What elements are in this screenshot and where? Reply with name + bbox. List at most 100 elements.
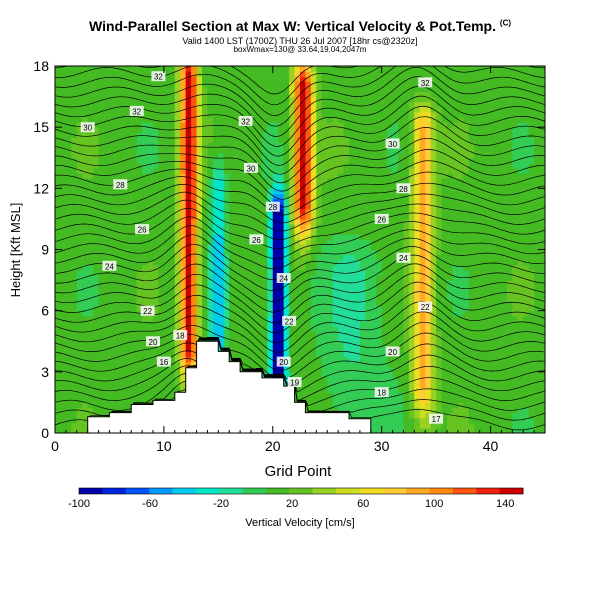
field-cell bbox=[300, 173, 307, 179]
field-cell bbox=[327, 208, 334, 215]
field-cell bbox=[109, 305, 116, 312]
field-cell bbox=[349, 173, 356, 179]
field-cell bbox=[403, 91, 410, 98]
field-cell bbox=[289, 76, 296, 82]
field-cell bbox=[327, 71, 334, 77]
field-cell bbox=[245, 183, 252, 189]
field-cell bbox=[180, 269, 187, 276]
field-cell bbox=[163, 346, 170, 353]
field-cell bbox=[272, 310, 279, 317]
field-cell bbox=[381, 122, 388, 128]
field-cell bbox=[376, 427, 383, 433]
field-cell bbox=[272, 167, 279, 174]
field-cell bbox=[316, 392, 323, 398]
field-cell bbox=[71, 152, 78, 159]
field-cell bbox=[403, 229, 410, 235]
field-cell bbox=[316, 173, 323, 179]
field-cell bbox=[267, 331, 274, 337]
field-cell bbox=[131, 239, 138, 246]
field-cell bbox=[240, 188, 247, 195]
field-cell bbox=[174, 269, 181, 276]
field-cell bbox=[327, 127, 334, 133]
field-cell bbox=[158, 224, 165, 230]
field-cell bbox=[338, 351, 345, 358]
field-cell bbox=[387, 274, 394, 281]
field-cell bbox=[76, 101, 83, 108]
field-cell bbox=[370, 407, 377, 414]
field-cell bbox=[381, 76, 388, 82]
field-cell bbox=[185, 269, 192, 276]
field-cell bbox=[98, 76, 105, 82]
field-cell bbox=[261, 157, 268, 164]
field-cell bbox=[414, 71, 421, 77]
field-cell bbox=[398, 71, 405, 77]
field-cell bbox=[267, 361, 274, 368]
field-cell bbox=[109, 167, 116, 174]
field-cell bbox=[261, 310, 268, 317]
field-cell bbox=[381, 351, 388, 358]
field-cell bbox=[114, 366, 121, 373]
field-cell bbox=[245, 325, 252, 332]
field-cell bbox=[153, 376, 160, 383]
field-cell bbox=[245, 300, 252, 307]
field-cell bbox=[163, 76, 170, 82]
field-cell bbox=[343, 295, 350, 302]
field-cell bbox=[321, 224, 328, 230]
field-cell bbox=[158, 387, 165, 393]
field-cell bbox=[212, 157, 219, 164]
field-cell bbox=[381, 417, 388, 424]
field-cell bbox=[392, 208, 399, 215]
field-cell bbox=[104, 229, 111, 235]
field-cell bbox=[185, 111, 192, 118]
field-cell bbox=[419, 407, 426, 414]
field-cell bbox=[131, 382, 138, 388]
field-cell bbox=[294, 341, 301, 347]
field-cell bbox=[365, 213, 372, 220]
field-cell bbox=[414, 325, 421, 332]
field-cell bbox=[163, 234, 170, 240]
field-cell bbox=[147, 382, 154, 388]
field-cell bbox=[98, 198, 105, 205]
field-cell bbox=[60, 407, 67, 414]
field-cell bbox=[174, 310, 181, 317]
field-cell bbox=[93, 341, 100, 347]
field-cell bbox=[376, 106, 383, 113]
field-cell bbox=[414, 336, 421, 342]
field-cell bbox=[392, 285, 399, 291]
field-cell bbox=[76, 249, 83, 256]
field-cell bbox=[359, 229, 366, 235]
field-cell bbox=[153, 218, 160, 225]
field-cell bbox=[381, 178, 388, 184]
field-cell bbox=[294, 116, 301, 123]
field-cell bbox=[381, 264, 388, 271]
field-cell bbox=[109, 295, 116, 302]
field-cell bbox=[76, 244, 83, 251]
field-cell bbox=[283, 376, 290, 383]
field-cell bbox=[158, 167, 165, 174]
field-cell bbox=[338, 300, 345, 307]
field-cell bbox=[131, 81, 138, 87]
field-cell bbox=[120, 361, 127, 368]
field-cell bbox=[185, 295, 192, 302]
field-cell bbox=[82, 387, 89, 393]
field-cell bbox=[136, 320, 143, 327]
field-cell bbox=[398, 361, 405, 368]
field-cell bbox=[359, 269, 366, 276]
field-cell bbox=[229, 203, 236, 210]
field-cell bbox=[332, 71, 339, 77]
field-cell bbox=[419, 376, 426, 383]
field-cell bbox=[174, 81, 181, 87]
field-cell bbox=[174, 198, 181, 205]
field-cell bbox=[240, 305, 247, 312]
field-cell bbox=[332, 193, 339, 200]
field-cell bbox=[240, 91, 247, 98]
field-cell bbox=[87, 274, 94, 281]
field-cell bbox=[365, 269, 372, 276]
field-cell bbox=[207, 305, 214, 312]
field-cell bbox=[305, 91, 312, 98]
field-cell bbox=[163, 274, 170, 281]
field-cell bbox=[343, 320, 350, 327]
field-cell bbox=[261, 173, 268, 179]
field-cell bbox=[316, 178, 323, 184]
field-cell bbox=[180, 101, 187, 108]
